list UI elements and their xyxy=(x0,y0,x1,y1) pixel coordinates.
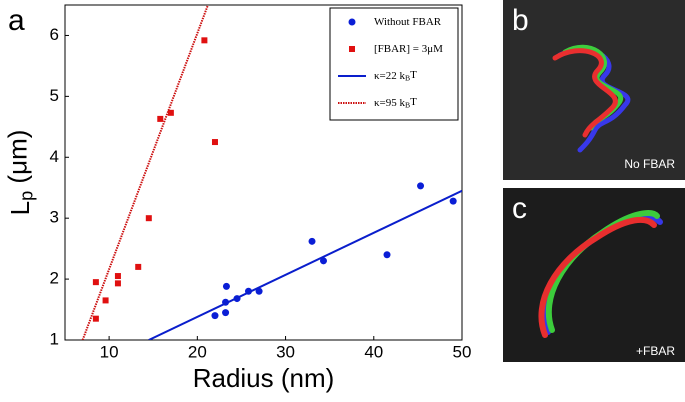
x-tick-label: 10 xyxy=(100,342,119,361)
text-run: [FBAR] = 3μM xyxy=(374,43,443,55)
point xyxy=(211,139,218,146)
legend-label: κ=95 kBT xyxy=(374,96,417,110)
x-tick-label: 40 xyxy=(364,342,383,361)
plot-frame xyxy=(64,4,463,341)
y-tick-label: 2 xyxy=(50,269,59,288)
point xyxy=(201,37,208,44)
y-tick-label: 5 xyxy=(50,86,59,105)
image-panel: b No FBAR c +FBAR xyxy=(503,0,685,362)
point xyxy=(167,109,174,116)
legend-label: κ=22 kBT xyxy=(374,69,417,83)
point xyxy=(157,115,164,122)
legend-label: Without FBAR xyxy=(374,16,442,28)
image-caption: No FBAR xyxy=(624,157,675,171)
text-run: Without FBAR xyxy=(374,16,442,28)
panel-label: b xyxy=(512,4,529,37)
panel-label: a xyxy=(8,4,25,37)
legend-box xyxy=(329,7,459,121)
plot: 10 20 30 40 50 1 2 3 4 5 6 Radius (nm) Lp (μm) Withou… xyxy=(3,4,472,393)
point xyxy=(222,309,230,317)
point xyxy=(102,297,109,304)
image-caption: +FBAR xyxy=(636,344,675,358)
text-run: L xyxy=(5,201,35,215)
x-tick-label: 50 xyxy=(453,342,472,361)
x-tick-label: 20 xyxy=(188,342,207,361)
text-run: κ=22 k xyxy=(374,70,405,82)
fit-line xyxy=(81,5,209,340)
point xyxy=(145,215,152,222)
legend-marker xyxy=(349,46,355,52)
point xyxy=(255,287,263,295)
legend-marker xyxy=(348,18,356,26)
point xyxy=(114,280,121,287)
x-axis-label: Radius (nm) xyxy=(193,363,335,393)
text-run: p xyxy=(16,191,36,201)
text-run: T xyxy=(410,96,417,108)
point xyxy=(383,251,391,259)
y-tick-label: 6 xyxy=(50,25,59,44)
point xyxy=(449,197,457,205)
text-run: (μm) xyxy=(3,130,33,191)
text-run: B xyxy=(405,100,410,109)
point xyxy=(319,257,327,265)
point xyxy=(222,282,230,290)
micrograph xyxy=(503,0,685,180)
y-axis-label: Lp (μm) xyxy=(3,130,37,216)
panel-label: c xyxy=(512,192,527,225)
point xyxy=(92,279,99,286)
point xyxy=(417,182,425,190)
legend-label: [FBAR] = 3μM xyxy=(374,43,443,55)
fit-line xyxy=(148,189,462,340)
y-tick-label: 3 xyxy=(50,208,59,227)
text-run: T xyxy=(410,69,417,81)
point xyxy=(114,273,121,280)
x-tick-label: 30 xyxy=(276,342,295,361)
text-run: κ=95 k xyxy=(374,97,405,109)
text-run: B xyxy=(405,73,410,82)
point xyxy=(308,237,316,245)
point xyxy=(135,263,142,270)
point xyxy=(211,312,219,320)
y-tick-label: 1 xyxy=(50,329,59,348)
point xyxy=(92,315,99,322)
y-tick-label: 4 xyxy=(50,147,59,166)
